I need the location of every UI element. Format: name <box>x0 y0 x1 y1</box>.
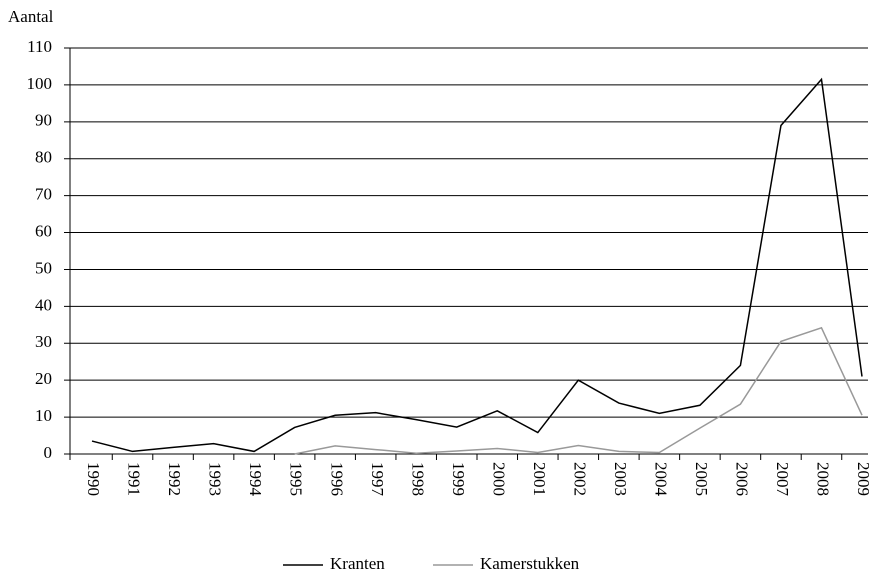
x-tick-label: 1994 <box>246 462 265 497</box>
legend-label: Kamerstukken <box>480 554 580 573</box>
x-tick-label: 1991 <box>125 462 144 496</box>
y-tick-label: 30 <box>35 332 52 351</box>
y-tick-label: 80 <box>35 148 52 167</box>
x-tick-label: 2007 <box>773 462 792 497</box>
x-tick-label: 1993 <box>206 462 225 496</box>
series-line <box>294 326 863 455</box>
y-tick-label: 0 <box>44 443 53 462</box>
y-tick-label: 100 <box>27 74 53 93</box>
legend-label: Kranten <box>330 554 385 573</box>
x-tick-label: 1999 <box>449 462 468 496</box>
y-tick-label: 90 <box>35 111 52 130</box>
y-tick-label: 110 <box>27 37 52 56</box>
x-tick-label: 2009 <box>854 462 873 496</box>
x-tick-label: 1992 <box>165 462 184 496</box>
y-tick-label: 50 <box>35 258 52 277</box>
x-tick-label: 2004 <box>651 462 670 497</box>
y-tick-label: 40 <box>35 295 52 314</box>
x-tick-label: 1990 <box>84 462 103 496</box>
x-tick-label: 1995 <box>287 462 306 496</box>
x-tick-label: 1996 <box>327 462 346 496</box>
x-tick-label: 1998 <box>408 462 427 496</box>
x-tick-label: 2005 <box>692 462 711 496</box>
series-line <box>91 77 863 453</box>
x-tick-label: 2000 <box>489 462 508 496</box>
x-tick-label: 2008 <box>814 462 833 496</box>
x-tick-label: 2006 <box>733 462 752 496</box>
x-tick-label: 2003 <box>611 462 630 496</box>
x-tick-label: 2001 <box>530 462 549 496</box>
x-tick-label: 2002 <box>570 462 589 496</box>
x-tick-label: 1997 <box>368 462 387 497</box>
y-axis-label: Aantal <box>8 7 54 26</box>
y-tick-label: 10 <box>35 406 52 425</box>
y-tick-label: 20 <box>35 369 52 388</box>
y-tick-label: 60 <box>35 221 52 240</box>
y-tick-label: 70 <box>35 185 52 204</box>
